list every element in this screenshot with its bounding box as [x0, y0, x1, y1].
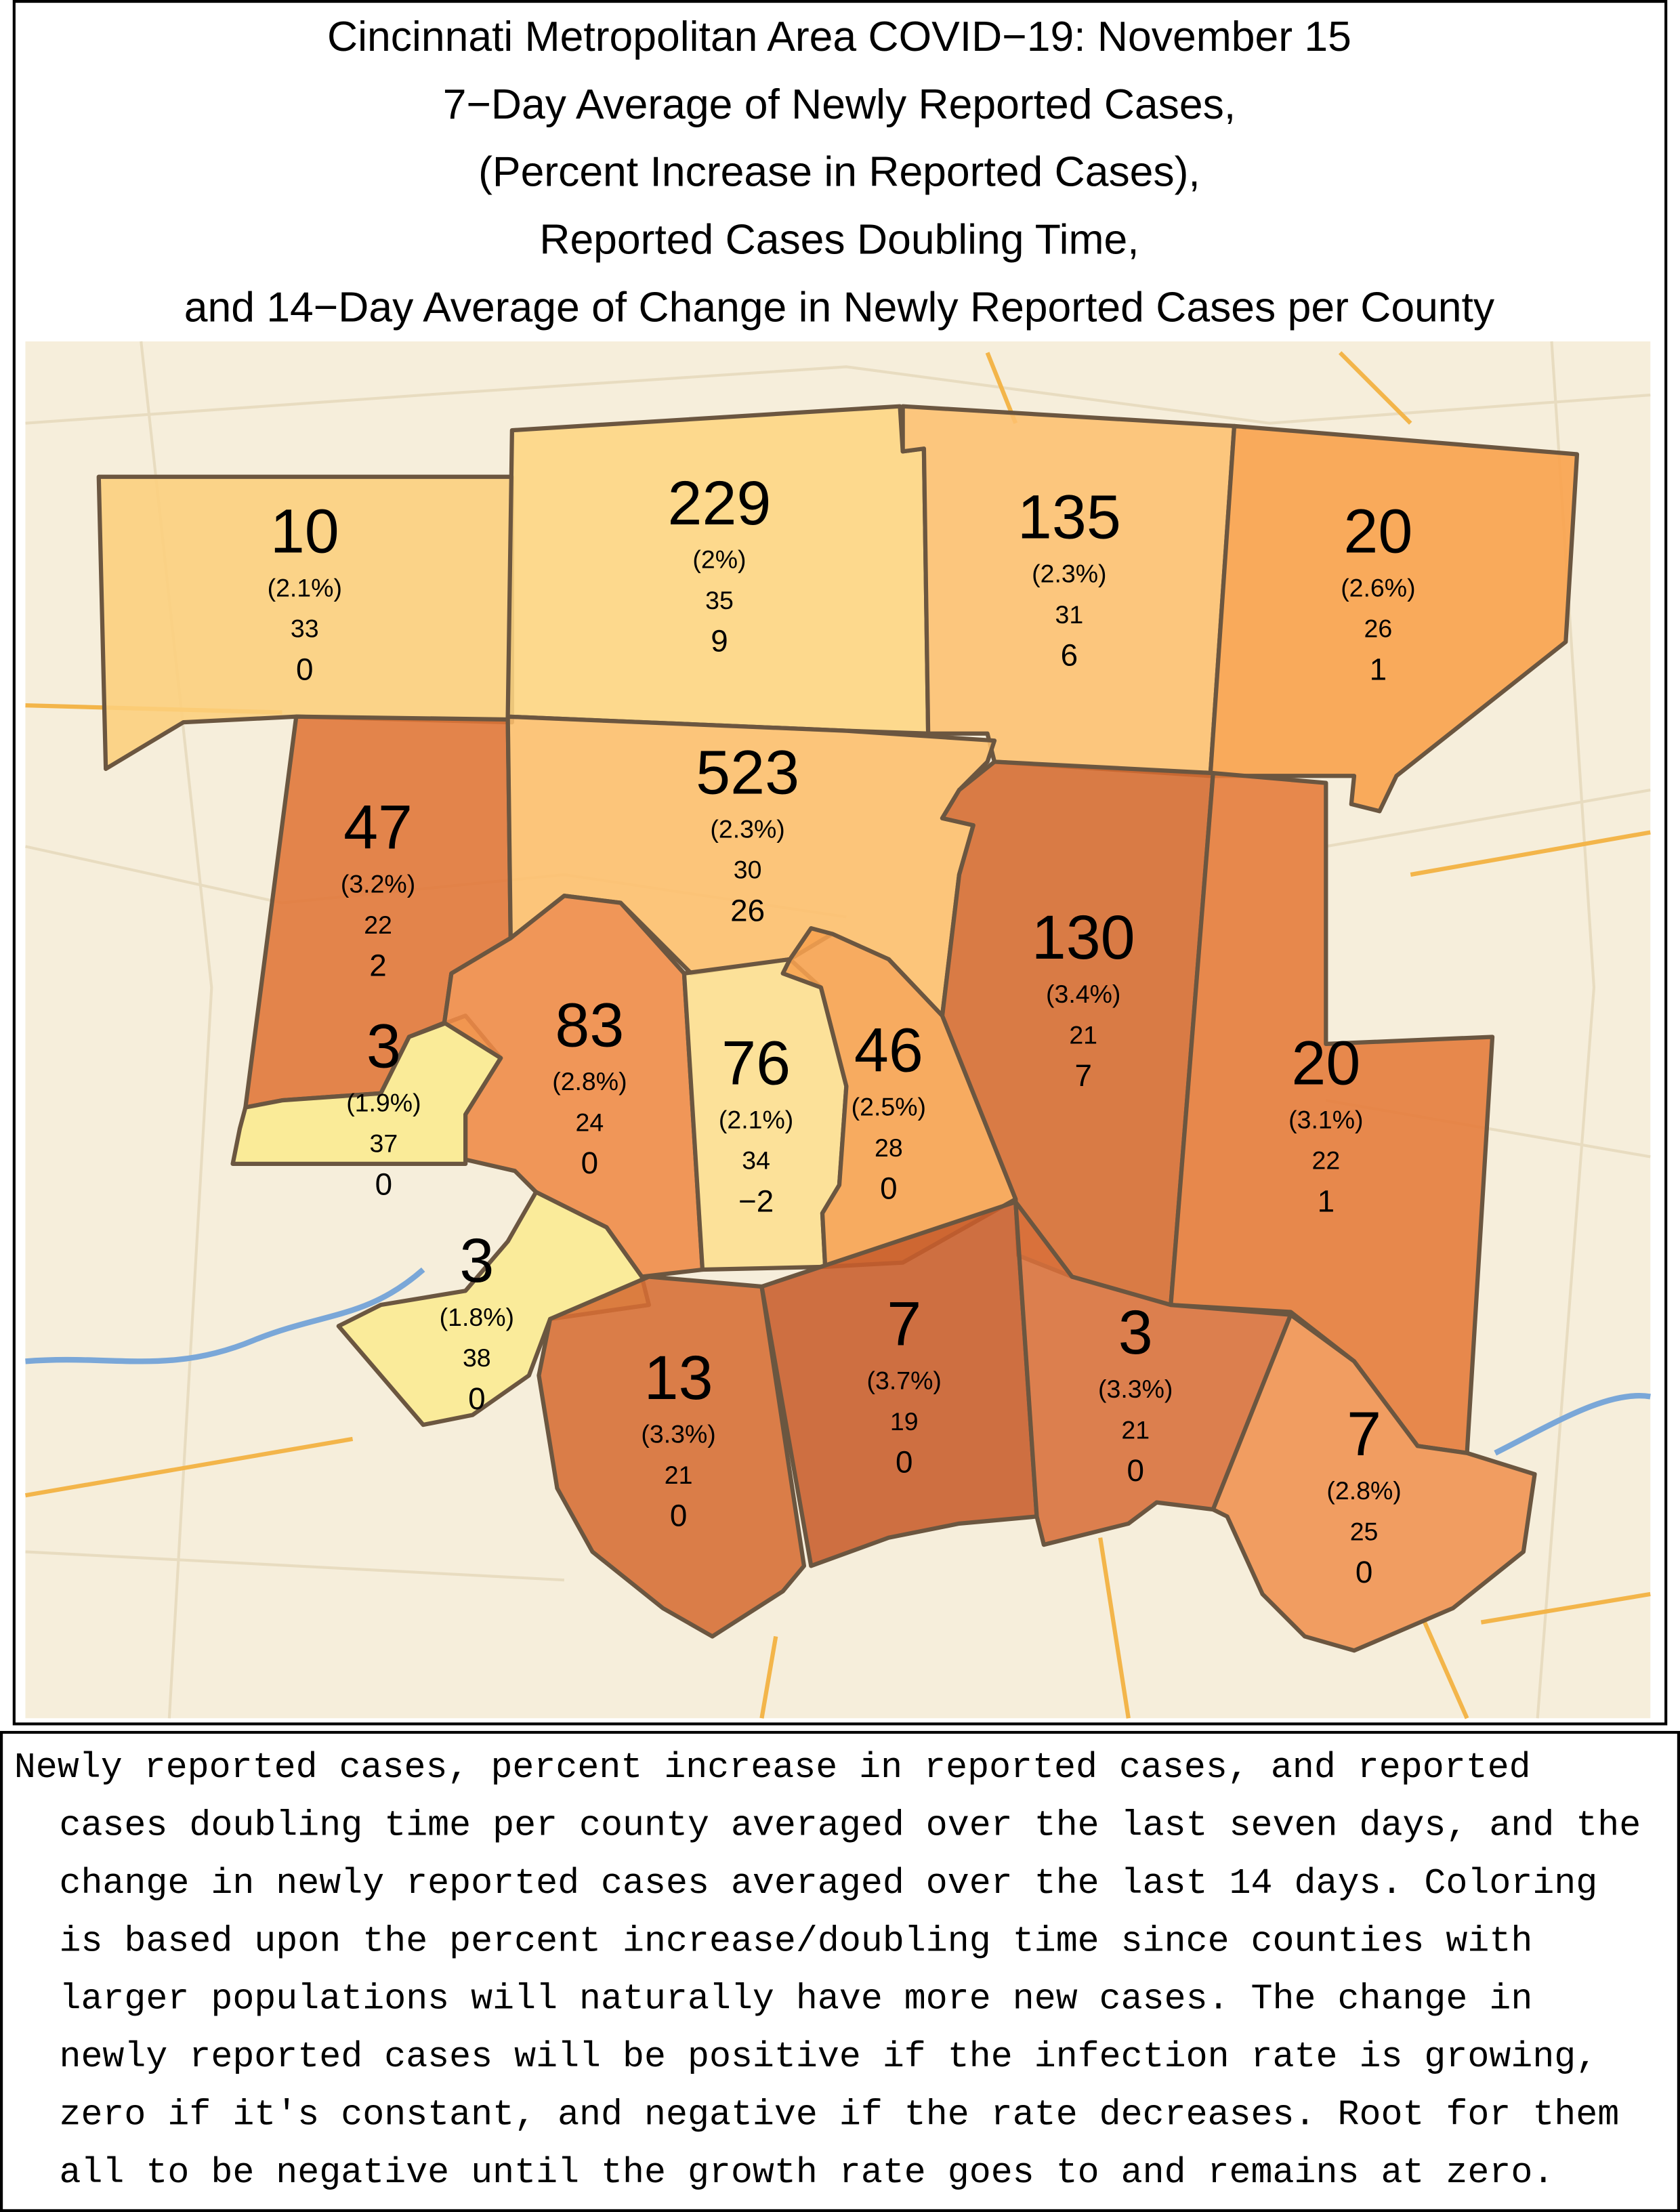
- county-change: −2: [738, 1184, 774, 1218]
- county-change: 0: [896, 1444, 912, 1479]
- county-percent: (2.1%): [268, 573, 342, 602]
- county-cases: 135: [1017, 483, 1121, 552]
- county-percent: (3.2%): [341, 870, 415, 898]
- county-doubling: 38: [463, 1343, 491, 1372]
- title-line: 7−Day Average of Newly Reported Cases,: [443, 81, 1236, 128]
- county-doubling: 33: [291, 614, 319, 643]
- county-change: 2: [369, 948, 386, 983]
- county-change: 0: [296, 652, 313, 686]
- county-percent: (2.3%): [710, 814, 784, 843]
- county-cases: 3: [1118, 1298, 1153, 1367]
- county-change: 1: [1318, 1184, 1335, 1218]
- caption-line: change in newly reported cases averaged …: [59, 1864, 1597, 1904]
- county-percent: (2.3%): [1032, 559, 1106, 587]
- county-shape: [900, 404, 1237, 778]
- caption-line: Newly reported cases, percent increase i…: [14, 1748, 1531, 1789]
- county-percent: (2%): [692, 545, 746, 574]
- caption-line: is based upon the percent increase/doubl…: [59, 1921, 1532, 1962]
- county-change: 0: [880, 1171, 897, 1206]
- title-line: Reported Cases Doubling Time,: [539, 216, 1139, 264]
- county-doubling: 25: [1350, 1517, 1379, 1545]
- county-cases: 523: [696, 738, 799, 808]
- county-doubling: 21: [1069, 1020, 1097, 1049]
- county-doubling: 19: [890, 1407, 919, 1436]
- county-percent: (1.8%): [440, 1303, 514, 1331]
- county-percent: (3.7%): [867, 1366, 942, 1395]
- caption-line: cases doubling time per county averaged …: [59, 1806, 1641, 1847]
- county-doubling: 22: [364, 911, 392, 939]
- county-doubling: 35: [705, 586, 734, 614]
- county-change: 0: [581, 1146, 598, 1180]
- county-cases: 76: [721, 1028, 791, 1098]
- counties-layer: [96, 404, 1580, 1653]
- county-percent: (2.1%): [719, 1105, 793, 1133]
- county-change: 0: [375, 1167, 392, 1201]
- county-labels: 10(2.1%)330229(2%)359135(2.3%)31620(2.6%…: [268, 469, 1416, 1589]
- county-shape: [537, 1274, 807, 1639]
- county-percent: (3.3%): [641, 1420, 715, 1448]
- county-change: 0: [1356, 1555, 1372, 1589]
- county-doubling: 24: [576, 1108, 604, 1136]
- county-cases: 3: [459, 1226, 494, 1295]
- caption-line: newly reported cases will be positive if…: [59, 2037, 1597, 2078]
- caption-line: zero if it's constant, and negative if t…: [59, 2095, 1619, 2135]
- county-doubling: 37: [370, 1129, 398, 1158]
- county-change: 7: [1074, 1058, 1091, 1093]
- county-change: 0: [670, 1499, 687, 1533]
- county-percent: (3.4%): [1046, 980, 1120, 1008]
- county-shape: [336, 1190, 651, 1427]
- river: [25, 1267, 1651, 1456]
- county-cases: 130: [1032, 903, 1135, 972]
- title-line: and 14−Day Average of Change in Newly Re…: [184, 284, 1495, 331]
- county-doubling: 28: [875, 1133, 903, 1162]
- caption-line: all to be negative until the growth rate…: [59, 2153, 1554, 2194]
- county-percent: (2.5%): [852, 1093, 926, 1121]
- county-cases: 10: [270, 497, 339, 566]
- caption-frame: [0, 1730, 1680, 2212]
- county-change: 26: [730, 893, 765, 927]
- county-doubling: 26: [1364, 614, 1393, 643]
- county-cases: 47: [343, 793, 413, 862]
- county-change: 0: [1127, 1453, 1143, 1488]
- county-change: 6: [1061, 638, 1078, 672]
- highway: [759, 1537, 1469, 1719]
- county-shape: [1211, 1312, 1537, 1653]
- county-percent: (1.9%): [346, 1088, 421, 1117]
- caption-line: larger populations will naturally have m…: [59, 1980, 1532, 2020]
- title-line: (Percent Increase in Reported Cases),: [478, 148, 1200, 196]
- title-block: Cincinnati Metropolitan Area COVID−19: N…: [184, 13, 1495, 331]
- county-cases: 7: [1347, 1400, 1381, 1469]
- county-cases: 13: [644, 1343, 713, 1413]
- road: [25, 365, 1651, 425]
- county-doubling: 30: [734, 856, 762, 884]
- county-doubling: 21: [1121, 1415, 1150, 1444]
- county-percent: (2.8%): [552, 1067, 627, 1095]
- county-change: 1: [1370, 652, 1387, 686]
- county-percent: (3.1%): [1288, 1105, 1363, 1133]
- caption-block: Newly reported cases, percent increase i…: [14, 1748, 1641, 2194]
- county-doubling: 31: [1055, 600, 1084, 629]
- county-percent: (2.6%): [1341, 573, 1415, 602]
- county-cases: 7: [887, 1290, 921, 1359]
- county-cases: 46: [854, 1016, 923, 1085]
- county-change: 0: [468, 1381, 485, 1416]
- county-cases: 20: [1343, 497, 1412, 566]
- county-doubling: 21: [665, 1461, 693, 1489]
- county-doubling: 34: [742, 1146, 770, 1175]
- county-percent: (2.8%): [1326, 1476, 1401, 1505]
- county-change: 9: [711, 624, 728, 659]
- county-percent: (3.3%): [1098, 1375, 1173, 1403]
- county-doubling: 22: [1311, 1146, 1340, 1175]
- county-cases: 20: [1291, 1028, 1360, 1098]
- county-cases: 83: [555, 990, 624, 1060]
- title-line: Cincinnati Metropolitan Area COVID−19: N…: [327, 13, 1351, 60]
- county-cases: 3: [366, 1011, 401, 1081]
- county-cases: 229: [668, 469, 772, 538]
- county-shape: [1013, 1199, 1293, 1547]
